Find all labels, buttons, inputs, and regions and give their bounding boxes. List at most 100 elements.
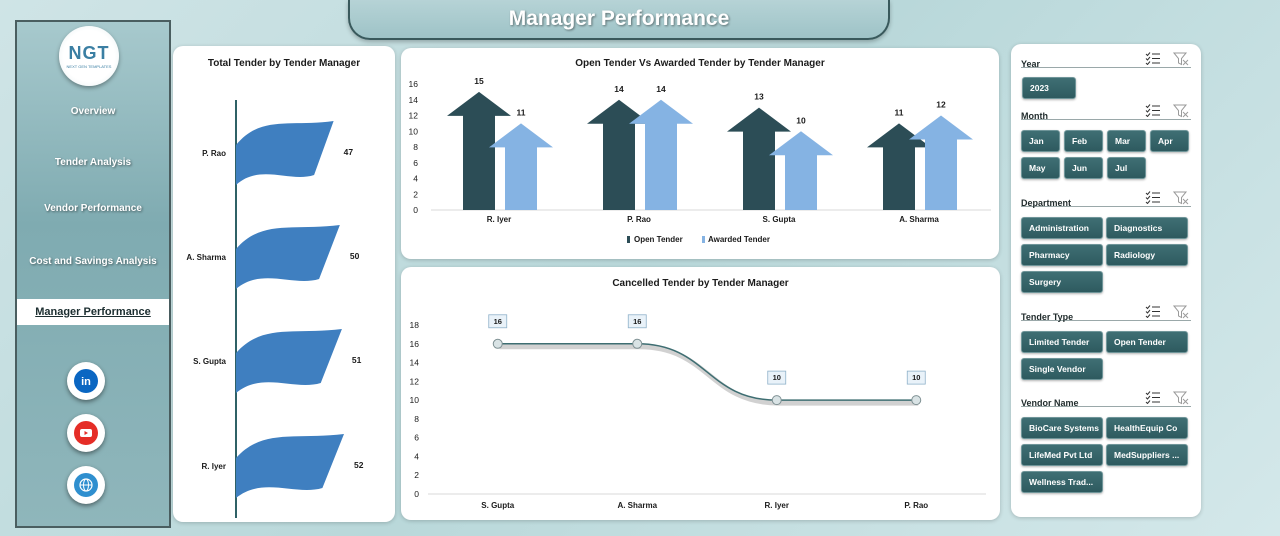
value-label: 52 (354, 460, 364, 470)
x-tick-label: P. Rao (904, 501, 928, 510)
filter-option[interactable]: Radiology (1106, 244, 1188, 266)
y-tick-label: 2 (414, 470, 419, 480)
filter-option[interactable]: Jul (1107, 157, 1146, 179)
data-label-box (906, 370, 926, 385)
slicer-header: Tender Type (1021, 305, 1191, 324)
linkedin-button[interactable]: in (67, 362, 105, 400)
page-title: Manager Performance (508, 7, 730, 30)
sidebar-item-tender-analysis[interactable]: Tender Analysis (54, 157, 132, 168)
x-tick-label: R. Iyer (487, 215, 511, 224)
slicer-header: Year (1021, 52, 1191, 71)
filter-option[interactable]: HealthEquip Co (1106, 417, 1188, 439)
data-label-box (488, 314, 508, 329)
open-tender-arrow (587, 99, 651, 210)
total-tender-chart: P. Rao 47 A. Sharma 50 S. Gupta 51 R. Iyer 52 (186, 100, 364, 518)
data-label: 14 (614, 84, 624, 94)
y-tick-label: 12 (410, 376, 420, 386)
y-tick-label: 10 (410, 395, 420, 405)
sidebar-item-cost-savings[interactable]: Cost and Savings Analysis (29, 256, 157, 267)
category-label: P. Rao (202, 149, 226, 158)
data-point (632, 338, 643, 349)
slicer-header: Department (1021, 191, 1191, 210)
data-label: 11 (895, 107, 904, 117)
filter-option[interactable]: Jun (1064, 157, 1103, 179)
flag-bar (236, 225, 340, 289)
category-label: R. Iyer (202, 462, 226, 471)
slicer-title: Vendor Name (1021, 398, 1079, 408)
filter-option[interactable]: 2023 (1022, 77, 1076, 99)
sidebar-item-vendor-performance[interactable]: Vendor Performance (44, 203, 142, 214)
y-tick-label: 6 (414, 433, 419, 443)
filter-panel: Year 2023 Month Jan Feb Mar Apr May Jun Jul Depart… (1011, 44, 1201, 517)
filter-option[interactable]: MedSuppliers ... (1106, 444, 1188, 466)
open-vs-awarded-chart: 0 2 4 6 8 10 12 14 16 15 11 R. Iyer 14 14 P. Rao 13 10 S.… (409, 76, 991, 244)
multi-select-icon[interactable] (1145, 305, 1161, 323)
filter-option[interactable]: Single Vendor (1021, 358, 1103, 380)
cancelled-tender-chart: 0 2 4 6 8 10 12 14 16 18 16 S. Gupta 16 A. Sharma 10 R.… (410, 314, 986, 510)
awarded-tender-arrow (629, 99, 693, 210)
slicer-title: Month (1021, 111, 1048, 121)
filter-option[interactable]: LifeMed Pvt Ltd (1021, 444, 1103, 466)
filter-option[interactable]: BioCare Systems (1021, 417, 1103, 439)
x-tick-label: S. Gupta (481, 501, 514, 510)
y-tick-label: 16 (410, 339, 420, 349)
multi-select-icon[interactable] (1145, 52, 1161, 70)
filter-option[interactable]: May (1021, 157, 1060, 179)
filter-option[interactable]: Open Tender (1106, 331, 1188, 353)
data-label: 12 (936, 100, 946, 110)
open-vs-awarded-title: Open Tender Vs Awarded Tender by Tender … (575, 58, 825, 69)
clear-filter-icon[interactable] (1172, 191, 1189, 210)
slicer-header: Vendor Name (1021, 391, 1191, 410)
data-label: 14 (656, 84, 666, 94)
filter-option[interactable]: Limited Tender (1021, 331, 1103, 353)
clear-filter-icon[interactable] (1172, 391, 1189, 410)
filter-option[interactable]: Apr (1150, 130, 1189, 152)
clear-filter-icon[interactable] (1172, 104, 1189, 123)
filter-option[interactable]: Feb (1064, 130, 1103, 152)
multi-select-icon[interactable] (1145, 104, 1161, 122)
youtube-button[interactable] (67, 414, 105, 452)
sidebar: NGT NEXT GEN TEMPLATES Overview Tender A… (15, 20, 171, 528)
awarded-tender-arrow (769, 131, 833, 210)
data-label: 11 (517, 107, 526, 117)
y-tick-label: 6 (413, 158, 418, 168)
clear-filter-icon[interactable] (1172, 52, 1189, 71)
line-shadow (499, 344, 919, 406)
multi-select-icon[interactable] (1145, 391, 1161, 409)
filter-option[interactable]: Jan (1021, 130, 1060, 152)
y-tick-label: 2 (413, 189, 418, 199)
data-label-box (627, 314, 647, 329)
x-tick-label: R. Iyer (765, 501, 789, 510)
data-label: 13 (754, 92, 764, 102)
filter-option[interactable]: Pharmacy (1021, 244, 1103, 266)
y-tick-label: 14 (410, 358, 420, 368)
y-tick-label: 10 (409, 126, 419, 136)
slicer-header: Month (1021, 104, 1191, 123)
filter-option[interactable]: Surgery (1021, 271, 1103, 293)
legend-label-open: Open Tender (634, 235, 683, 244)
x-tick-label: A. Sharma (899, 215, 939, 224)
awarded-tender-arrow (489, 123, 553, 210)
data-point (911, 395, 922, 406)
linkedin-icon: in (74, 369, 98, 393)
sidebar-item-manager-performance[interactable]: Manager Performance (17, 299, 169, 325)
svg-text:in: in (81, 376, 91, 388)
globe-icon (74, 473, 98, 497)
multi-select-icon[interactable] (1145, 191, 1161, 209)
sidebar-item-overview[interactable]: Overview (70, 106, 116, 117)
filter-option[interactable]: Wellness Trad... (1021, 471, 1103, 493)
slicer-title: Tender Type (1021, 312, 1074, 322)
y-tick-label: 18 (410, 320, 420, 330)
filter-option[interactable]: Diagnostics (1106, 217, 1188, 239)
data-point (771, 395, 782, 406)
legend-swatch-awarded (702, 236, 705, 243)
filter-option[interactable]: Mar (1107, 130, 1146, 152)
y-tick-label: 4 (414, 451, 419, 461)
awarded-tender-arrow (909, 115, 973, 210)
logo-tagline: NEXT GEN TEMPLATES (66, 64, 112, 69)
clear-filter-icon[interactable] (1172, 305, 1189, 324)
y-tick-label: 8 (413, 142, 418, 152)
filter-option[interactable]: Administration (1021, 217, 1103, 239)
x-tick-label: A. Sharma (617, 501, 657, 510)
website-button[interactable] (67, 466, 105, 504)
